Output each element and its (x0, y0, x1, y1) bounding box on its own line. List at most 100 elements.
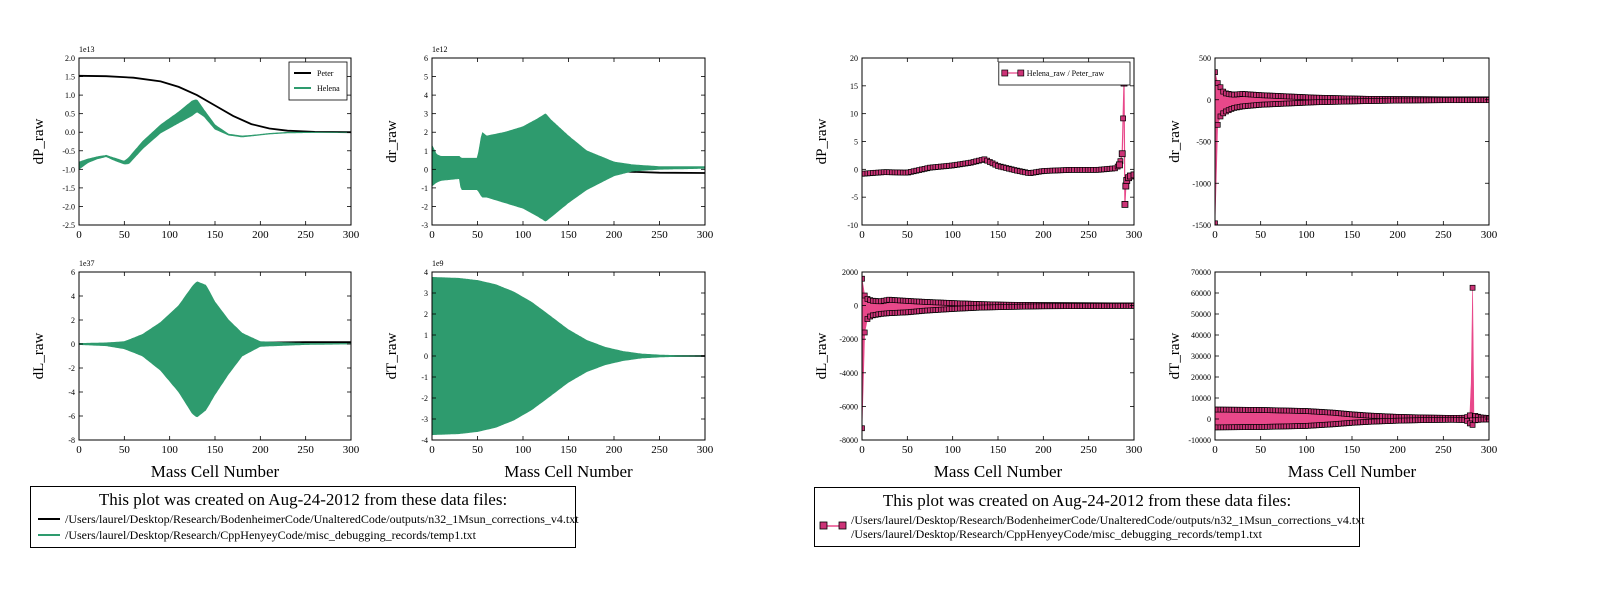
series-helena-band (79, 281, 351, 418)
legend-label: Peter (317, 69, 334, 78)
y-tick-label: -2000 (839, 335, 858, 344)
y-tick-label: 0 (424, 352, 428, 361)
plot-raw-dp: 0 50 100 150 200 250 300 -2.5 -2.0 -1.5 -1.0 -0.5 0.… (31, 45, 360, 241)
y-tick-label: -10 (847, 221, 858, 230)
footnote-right-file-2: /Users/laurel/Desktop/Research/CppHenyey… (851, 527, 1262, 541)
y-tick-label: -2 (68, 364, 75, 373)
x-tick-label: 150 (207, 229, 224, 241)
data-marker (1130, 171, 1134, 179)
y-tick-label: -1.0 (62, 165, 75, 174)
data-marker (1121, 201, 1129, 208)
x-tick-label: 300 (1126, 229, 1143, 241)
footnote-left: This plot was created on Aug-24-2012 fro… (30, 486, 579, 548)
y-tick-label: -1 (421, 373, 428, 382)
y-tick-label: 50000 (1191, 310, 1211, 319)
plot-area (1215, 69, 1489, 225)
y-tick-label: 1 (424, 147, 428, 156)
axis-offset-label: 1e13 (79, 45, 95, 54)
x-tick-label: 300 (697, 444, 714, 456)
y-tick-label: -3 (421, 415, 428, 424)
y-tick-label: 2 (424, 128, 428, 137)
data-marker (1215, 121, 1221, 128)
x-tick-label: 0 (76, 444, 82, 456)
legend-handle-ratio (819, 521, 847, 530)
x-tick-label: 300 (343, 229, 360, 241)
data-marker (1469, 422, 1476, 428)
data-marker (862, 329, 868, 336)
y-tick-label: 0 (424, 165, 428, 174)
x-tick-label: 250 (1435, 444, 1452, 456)
x-tick-label: 50 (1255, 229, 1267, 241)
y-tick-label: -4 (68, 388, 75, 397)
y-tick-label: 3 (424, 289, 428, 298)
y-tick-label: -1.5 (62, 184, 75, 193)
data-marker (1122, 182, 1130, 190)
x-axis-label: Mass Cell Number (1288, 462, 1417, 481)
y-tick-label: -1500 (1192, 221, 1211, 230)
y-tick-label: -500 (1196, 138, 1211, 147)
y-tick-label: -1000 (1192, 179, 1211, 188)
y-tick-label: -6000 (839, 402, 858, 411)
footnote-right-title: This plot was created on Aug-24-2012 fro… (882, 491, 1292, 510)
y-tick-label: 6 (424, 54, 428, 63)
y-tick-label: -2 (421, 202, 428, 211)
y-tick-label: 5 (854, 138, 858, 147)
x-tick-label: 300 (1481, 229, 1498, 241)
x-tick-label: 150 (207, 444, 224, 456)
y-tick-label: 15 (850, 82, 858, 91)
y-tick-label: 2 (71, 316, 75, 325)
legend-box (998, 61, 1131, 86)
x-tick-label: 0 (859, 444, 865, 456)
y-tick-label: -6 (68, 412, 75, 421)
x-tick-label: 300 (343, 444, 360, 456)
x-tick-label: 100 (161, 444, 178, 456)
x-tick-label: 50 (119, 229, 131, 241)
x-tick-label: 200 (252, 229, 269, 241)
x-tick-label: 50 (472, 229, 484, 241)
plot-ratio-dr: 0 50 100 150 200 250 300 -1500 -1000 -500 0 500 dr_r… (1167, 54, 1498, 241)
y-tick-label: -5 (851, 193, 858, 202)
y-tick-label: 2 (424, 310, 428, 319)
x-tick-label: 250 (297, 229, 314, 241)
x-tick-label: 200 (1389, 229, 1406, 241)
x-tick-label: 250 (1435, 229, 1452, 241)
x-tick-label: 50 (472, 444, 484, 456)
legend-handle-helena (38, 534, 60, 536)
y-axis-label: dP_raw (31, 118, 47, 164)
data-marker (1116, 161, 1123, 169)
x-tick-label: 100 (515, 444, 532, 456)
x-tick-label: 150 (560, 444, 577, 456)
y-axis-label: dT_raw (1167, 333, 1183, 380)
legend-marker (1017, 69, 1025, 77)
y-tick-label: -0.5 (62, 147, 75, 156)
footnote-left-file-1: /Users/laurel/Desktop/Research/Bodenheim… (65, 512, 579, 526)
y-tick-label: 1 (424, 331, 428, 340)
x-tick-label: 0 (1212, 444, 1218, 456)
plot-area (1215, 284, 1489, 431)
x-axis-label: Mass Cell Number (934, 462, 1063, 481)
data-marker (1215, 220, 1218, 225)
x-tick-label: 200 (1389, 444, 1406, 456)
plot-ratio-dt: 0 50 100 150 200 250 300-100000100002000030000… (1167, 268, 1498, 481)
legend: Peter Helena (288, 61, 348, 101)
x-tick-label: 0 (1212, 229, 1218, 241)
data-marker (1215, 69, 1218, 76)
series-helena-band (79, 99, 351, 170)
y-tick-label: 1.5 (65, 73, 75, 82)
y-axis-label: dP_raw (814, 118, 830, 164)
x-tick-label: 50 (1255, 444, 1267, 456)
y-axis-label: dL_raw (31, 333, 47, 380)
y-tick-label: -8 (68, 436, 75, 445)
y-tick-label: -4000 (839, 369, 858, 378)
axes-frame (861, 271, 1135, 441)
x-tick-label: 150 (1344, 229, 1361, 241)
y-tick-label: 10 (850, 110, 858, 119)
y-tick-label: 2.0 (65, 54, 75, 63)
x-tick-label: 0 (859, 229, 865, 241)
y-tick-label: 4 (424, 91, 428, 100)
series-helena-raw-peter-raw-line (862, 83, 1134, 205)
x-tick-label: 100 (161, 229, 178, 241)
legend-box (288, 61, 348, 101)
y-tick-label: 20000 (1191, 373, 1211, 382)
